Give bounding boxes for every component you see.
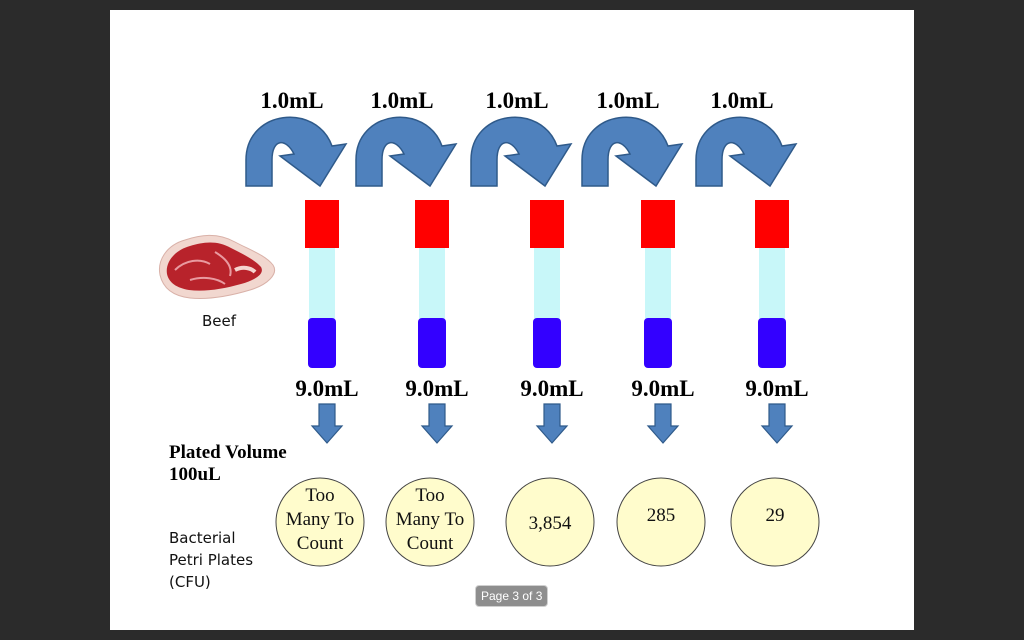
down-arrow-icon [420, 403, 454, 444]
dilution-column-3: 1.0mL 9.0mL 3,854 [470, 88, 595, 567]
plates-label-line-3: (CFU) [169, 573, 211, 591]
plated-volume-label: Plated Volume 100uL [169, 442, 291, 485]
tube-diluent [644, 318, 672, 368]
transfer-volume-label: 1.0mL [710, 88, 773, 113]
tube-diluent [308, 318, 336, 368]
tube-liquid [534, 248, 560, 320]
petri-plate [730, 477, 820, 567]
plate-count-line: Too [305, 485, 334, 506]
transfer-volume-label: 1.0mL [260, 88, 323, 113]
plate-count-line: Many To [286, 509, 355, 530]
tube-liquid [419, 248, 445, 320]
diluent-volume-label: 9.0mL [745, 376, 808, 401]
beef-steak-icon [158, 234, 275, 299]
petri-plate [505, 477, 595, 567]
plated-volume-line-1: Plated Volume [169, 442, 287, 463]
plate-count: Too Many To Count [286, 485, 355, 554]
curved-transfer-arrow-icon [470, 116, 573, 188]
diluent-volume-label: 9.0mL [631, 376, 694, 401]
plate-count: Too Many To Count [396, 485, 465, 554]
plate-count-line: Too [415, 485, 444, 506]
petri-plate [616, 477, 706, 567]
plate-count: 285 [647, 505, 676, 526]
down-arrow-icon [310, 403, 344, 444]
slide: 1.0mL 9.0mL Too Many To Count 1.0mL 9.0mL Too Ma… [110, 10, 914, 630]
dilution-column-5: 1.0mL 9.0mL 29 [695, 88, 820, 567]
plate-count-line: Count [297, 533, 344, 554]
transfer-volume-label: 1.0mL [485, 88, 548, 113]
down-arrow-icon [535, 403, 569, 444]
tube-liquid [645, 248, 671, 320]
diluent-volume-label: 9.0mL [520, 376, 583, 401]
tube-cap [641, 200, 675, 248]
tube-cap [305, 200, 339, 248]
plate-count-line: Count [407, 533, 454, 554]
tube-liquid [759, 248, 785, 320]
page-indicator: Page 3 of 3 [475, 585, 549, 607]
tube-diluent [418, 318, 446, 368]
plate-count: 29 [766, 505, 785, 526]
plates-label-line-1: Bacterial [169, 529, 236, 547]
curved-transfer-arrow-icon [355, 116, 458, 188]
tube-cap [415, 200, 449, 248]
transfer-volume-label: 1.0mL [596, 88, 659, 113]
curved-transfer-arrow-icon [581, 116, 684, 188]
dilution-column-1: 1.0mL 9.0mL Too Many To Count [245, 88, 365, 567]
tube-cap [530, 200, 564, 248]
down-arrow-icon [760, 403, 794, 444]
plates-label: Bacterial Petri Plates (CFU) [169, 529, 258, 591]
down-arrow-icon [646, 403, 680, 444]
plate-count-line: Many To [396, 509, 465, 530]
dilution-column-4: 1.0mL 9.0mL 285 [581, 88, 706, 567]
transfer-volume-label: 1.0mL [370, 88, 433, 113]
plate-count-line: 3,854 [529, 513, 572, 534]
tube-liquid [309, 248, 335, 320]
plated-volume-line-2: 100uL [169, 464, 221, 485]
serial-dilution-diagram: 1.0mL 9.0mL Too Many To Count 1.0mL 9.0mL Too Ma… [158, 88, 820, 591]
diluent-volume-label: 9.0mL [405, 376, 468, 401]
sample-label: Beef [202, 312, 237, 330]
plates-label-line-2: Petri Plates [169, 551, 253, 569]
tube-diluent [758, 318, 786, 368]
petri-plate [275, 477, 365, 567]
curved-transfer-arrow-icon [245, 116, 348, 188]
tube-cap [755, 200, 789, 248]
petri-plate [385, 477, 475, 567]
plate-count-line: 29 [766, 505, 785, 526]
plate-count: 3,854 [529, 513, 572, 534]
plate-count-line: 285 [647, 505, 676, 526]
diluent-volume-label: 9.0mL [295, 376, 358, 401]
curved-transfer-arrow-icon [695, 116, 798, 188]
dilution-column-2: 1.0mL 9.0mL Too Many To Count [355, 88, 475, 567]
tube-diluent [533, 318, 561, 368]
